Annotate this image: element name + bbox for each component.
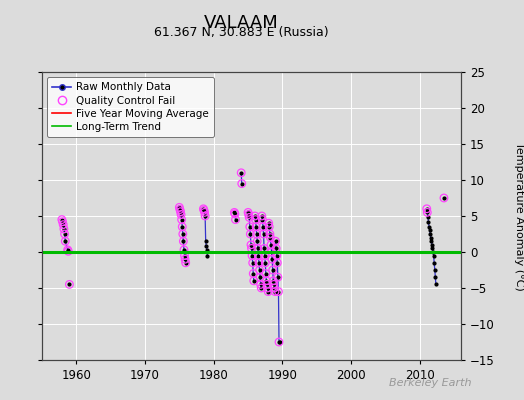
Point bbox=[257, 285, 266, 291]
Point bbox=[255, 260, 263, 266]
Point bbox=[61, 238, 70, 244]
Point bbox=[181, 260, 190, 266]
Point bbox=[261, 260, 269, 266]
Point bbox=[272, 252, 281, 259]
Point bbox=[58, 216, 66, 223]
Point bbox=[262, 278, 270, 284]
Point bbox=[259, 224, 267, 230]
Point bbox=[64, 248, 72, 254]
Point bbox=[60, 231, 69, 237]
Point bbox=[176, 206, 184, 213]
Point bbox=[271, 288, 279, 295]
Point bbox=[200, 209, 209, 216]
Point bbox=[248, 260, 257, 266]
Point bbox=[263, 281, 271, 288]
Point bbox=[244, 209, 252, 216]
Point bbox=[247, 242, 255, 248]
Point bbox=[248, 252, 256, 259]
Point bbox=[180, 247, 188, 253]
Point bbox=[270, 285, 279, 291]
Point bbox=[65, 281, 73, 288]
Point bbox=[258, 213, 266, 219]
Point bbox=[231, 216, 239, 223]
Point bbox=[247, 245, 256, 252]
Text: 61.367 N, 30.883 E (Russia): 61.367 N, 30.883 E (Russia) bbox=[154, 26, 329, 39]
Point bbox=[201, 213, 209, 219]
Point bbox=[274, 274, 282, 280]
Point bbox=[249, 278, 258, 284]
Point bbox=[273, 260, 281, 266]
Text: Berkeley Earth: Berkeley Earth bbox=[389, 378, 472, 388]
Point bbox=[245, 214, 254, 221]
Point bbox=[422, 206, 431, 212]
Point bbox=[199, 206, 208, 212]
Point bbox=[266, 231, 274, 237]
Point bbox=[264, 288, 272, 295]
Point bbox=[252, 224, 260, 230]
Point bbox=[253, 238, 261, 244]
Point bbox=[267, 242, 275, 248]
Point bbox=[272, 245, 280, 252]
Point bbox=[179, 238, 188, 244]
Point bbox=[268, 256, 276, 262]
Point bbox=[269, 278, 278, 284]
Point bbox=[59, 222, 68, 228]
Y-axis label: Temperature Anomaly (°C): Temperature Anomaly (°C) bbox=[515, 142, 524, 290]
Point bbox=[251, 213, 259, 219]
Point bbox=[440, 195, 448, 201]
Point bbox=[179, 231, 187, 237]
Point bbox=[175, 204, 183, 210]
Point bbox=[266, 234, 275, 241]
Point bbox=[267, 249, 276, 255]
Point bbox=[231, 211, 239, 217]
Point bbox=[178, 216, 186, 223]
Point bbox=[249, 270, 257, 277]
Point bbox=[274, 288, 282, 295]
Point bbox=[178, 224, 187, 230]
Point bbox=[423, 209, 431, 216]
Point bbox=[63, 247, 72, 253]
Point bbox=[246, 231, 255, 237]
Point bbox=[254, 245, 262, 252]
Point bbox=[275, 339, 283, 345]
Point bbox=[181, 256, 189, 262]
Point bbox=[254, 252, 263, 259]
Point bbox=[180, 252, 189, 259]
Point bbox=[270, 281, 278, 288]
Point bbox=[253, 231, 261, 237]
Point bbox=[256, 274, 264, 280]
Point bbox=[177, 211, 185, 218]
Point bbox=[237, 170, 245, 176]
Point bbox=[255, 267, 264, 273]
Point bbox=[271, 238, 280, 244]
Point bbox=[237, 180, 246, 187]
Point bbox=[265, 224, 274, 230]
Point bbox=[200, 207, 208, 214]
Point bbox=[264, 285, 272, 291]
Point bbox=[258, 216, 267, 223]
Point bbox=[252, 216, 260, 223]
Point bbox=[58, 218, 67, 225]
Point bbox=[60, 226, 68, 232]
Point bbox=[265, 220, 273, 226]
Point bbox=[261, 270, 270, 277]
Point bbox=[244, 211, 253, 218]
Point bbox=[256, 281, 265, 288]
Point bbox=[177, 208, 185, 215]
Text: VALAAM: VALAAM bbox=[204, 14, 278, 32]
Point bbox=[268, 267, 277, 273]
Legend: Raw Monthly Data, Quality Control Fail, Five Year Moving Average, Long-Term Tren: Raw Monthly Data, Quality Control Fail, … bbox=[47, 77, 214, 137]
Point bbox=[246, 224, 254, 230]
Point bbox=[230, 209, 238, 216]
Point bbox=[259, 231, 268, 237]
Point bbox=[260, 245, 268, 252]
Point bbox=[260, 252, 269, 259]
